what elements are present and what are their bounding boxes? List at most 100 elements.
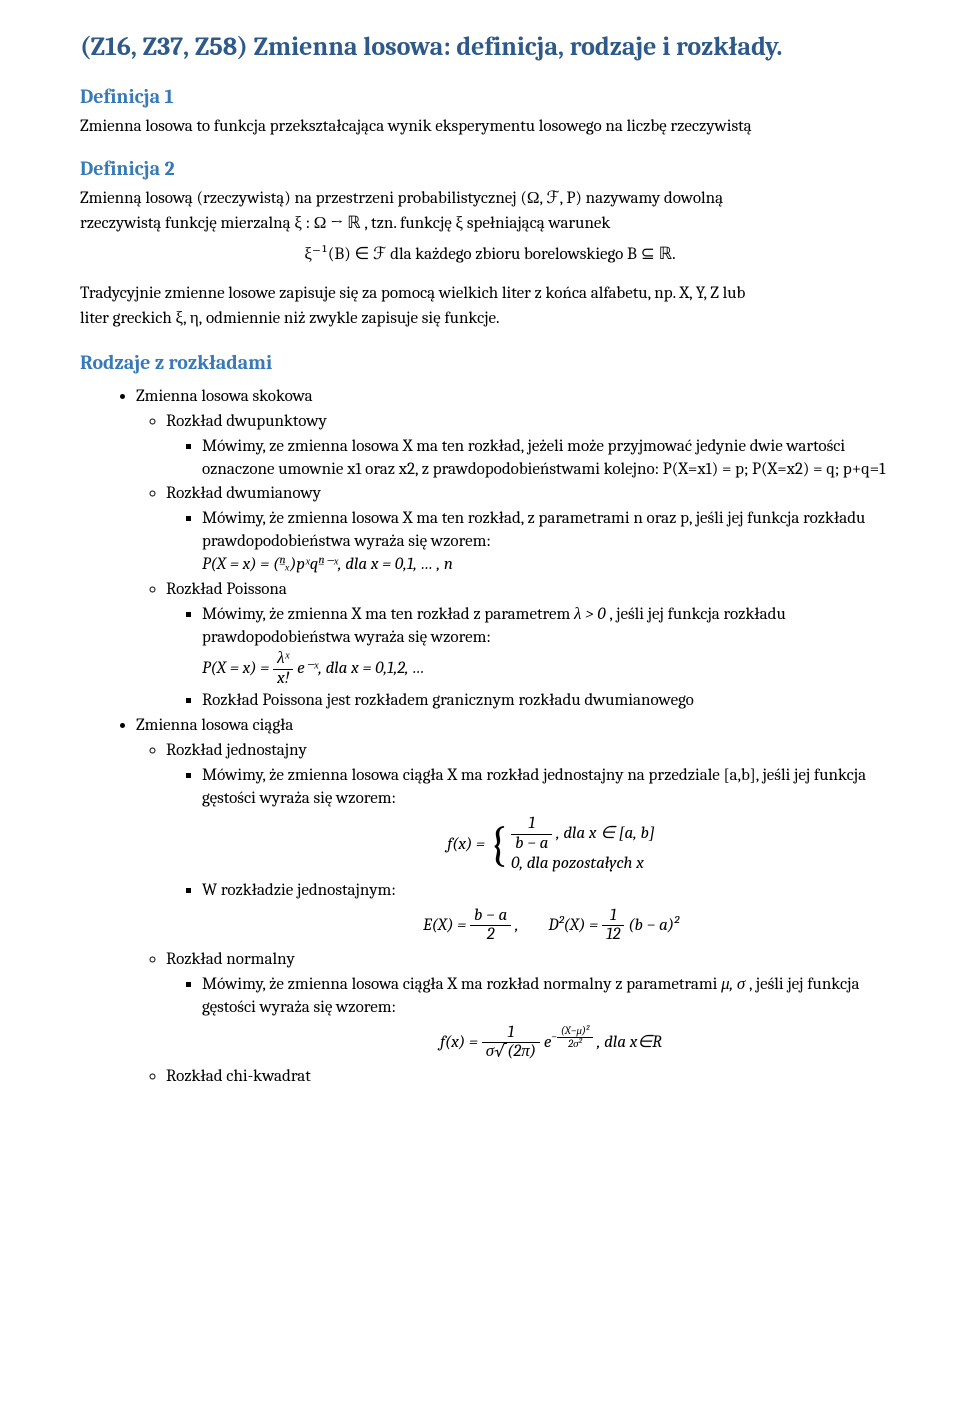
EX-comma: , [515,916,519,935]
normalny-fx: f(x) = [440,1033,482,1052]
definition-2-line-2: rzeczywistą funkcję mierzalną ξ : Ω → ℝ … [80,213,900,236]
sub-list-skokowa: Rozkład dwupunktowy Mówimy, ze zmienna l… [136,411,900,714]
xi-map-symbol: ξ : Ω → ℝ [294,214,360,233]
jednostajny-text-2: W rozkładzie jednostajnym: E(X) = b − a … [202,880,900,945]
jednostajny-formula: f(x) = { 1 b − a , dla x ∈ [a, b] [202,815,900,875]
xi-symbol: ξ [456,214,464,233]
li-normalny: Rozkład normalny Mówimy, że zmienna loso… [166,949,900,1062]
poissona-fx-left: P(X = x) = [202,659,273,678]
DX-right: (b − a)² [628,916,679,935]
li-ciagla: Zmienna losowa ciągła Rozkład jednostajn… [136,715,900,1089]
poissona-text-2: Rozkład Poissona jest rozkładem graniczn… [202,690,900,713]
normalny-frac: 1 σ√(2π) [482,1024,540,1062]
chi-label: Rozkład chi-kwadrat [166,1067,311,1086]
normalny-cond: , dla x∈R [597,1033,662,1052]
EX-left: E(X) = [423,916,470,935]
li-dwumianowy: Rozkład dwumianowy Mówimy, że zmienna lo… [166,483,900,577]
dwumianowy-label: Rozkład dwumianowy [166,484,321,503]
tradition-line-1: Tradycyjnie zmienne losowe zapisuje się … [80,283,900,306]
borel-text: dla każdego zbioru borelowskiego [390,245,627,264]
dwupunktowy-text: Mówimy, ze zmienna losowa X ma ten rozkł… [202,436,900,482]
trad2a: liter greckich [80,309,176,328]
li-skokowa: Zmienna losowa skokowa Rozkład dwupunkto… [136,386,900,714]
jednostajny-ed-formula: E(X) = b − a 2 , D²(X) = 1 [202,907,900,945]
jednostajny-label: Rozkład jednostajny [166,741,307,760]
jedno-case2: 0, dla pozostałych x [511,853,655,875]
jednostajny-desc2: W rozkładzie jednostajnym: [202,881,396,900]
leaf-dwumianowy: Mówimy, że zmienna losowa X ma ten rozkł… [166,508,900,577]
normalny-text-1: Mówimy, że zmienna losowa ciągła X ma ro… [202,974,900,1062]
DX-num: 1 [602,907,625,927]
definition-2-line-1: Zmienną losową (rzeczywistą) na przestrz… [80,188,900,211]
definition-2-heading: Definicja 2 [80,155,900,182]
trad1a: Tradycyjnie zmienne losowe zapisuje się … [80,284,679,303]
poissona-1a: Mówimy, że zmienna X ma ten rozkład z pa… [202,605,574,624]
li-poissona: Rozkład Poissona Mówimy, że zmienna X ma… [166,579,900,713]
def2-line2b: , tzn. funkcję [364,214,455,233]
sub-list-ciagla: Rozkład jednostajny Mówimy, że zmienna l… [136,740,900,1089]
EX-frac: b − a 2 [470,907,511,945]
def2-lead2: nazywamy dowolną [586,189,723,208]
normalny-1a: Mówimy, że zmienna losowa ciągła X ma ro… [202,975,721,994]
dwumianowy-formula: P(X = x) = (ⁿₓ)pˣqⁿ⁻ˣ, dla x = 0,1, … , … [202,555,453,574]
rodzaje-heading: Rodzaje z rozkładami [80,349,900,376]
jednostajny-fx: f(x) = [447,835,489,854]
normalny-exp-den: 2σ² [557,1038,593,1050]
poissona-lambda: λ > 0 [574,605,606,624]
leaf-dwupunktowy: Mówimy, ze zmienna losowa X ma ten rozkł… [166,436,900,482]
leaf-normalny: Mówimy, że zmienna losowa ciągła X ma ro… [166,974,900,1062]
ciagla-label: Zmienna losowa ciągła [136,716,293,735]
jedno-den: b − a [511,835,552,854]
b-subset-r: B ⊆ ℝ. [627,245,676,264]
borel-condition-block: ξ⁻¹(B) ∈ ℱ dla każdego zbioru borelowski… [80,244,900,267]
dwumianowy-desc: Mówimy, że zmienna losowa X ma ten rozkł… [202,509,865,551]
poissona-frac: λˣ x! [273,650,293,688]
li-jednostajny: Rozkład jednostajny Mówimy, że zmienna l… [166,740,900,945]
DX-den: 12 [602,926,625,945]
DX-left: D²(X) = [548,916,602,935]
normalny-num: 1 [482,1024,540,1044]
poissona-text-1: Mówimy, że zmienna X ma ten rozkład z pa… [202,604,900,688]
dwumianowy-text: Mówimy, że zmienna losowa X ma ten rozkł… [202,508,900,577]
li-chi: Rozkład chi-kwadrat [166,1066,900,1089]
xi-inverse-in-f: ξ⁻¹(B) ∈ ℱ [304,245,386,264]
poissona-num: λˣ [273,650,293,670]
page-title: (Z16, Z37, Z58) Zmienna losowa: definicj… [80,30,900,65]
DX-frac: 1 12 [602,907,625,945]
def2-line2a: rzeczywistą funkcję mierzalną [80,214,294,233]
xi-eta-symbol: ξ, η, [176,309,203,328]
definition-1-heading: Definicja 1 [80,83,900,110]
leaf-poissona: Mówimy, że zmienna X ma ten rozkład z pa… [166,604,900,713]
xyz-symbol: X, Y, Z [679,284,718,303]
normalny-label: Rozkład normalny [166,950,295,969]
normalny-den: σ√(2π) [482,1043,540,1062]
dwupunktowy-label: Rozkład dwupunktowy [166,412,327,431]
def2-lead1: Zmienną losową (rzeczywistą) na przestrz… [80,189,520,208]
normalny-exp-frac: (X−μ)²2σ² [557,1025,593,1050]
li-dwupunktowy: Rozkład dwupunktowy Mówimy, ze zmienna l… [166,411,900,482]
normalny-formula: f(x) = 1 σ√(2π) e−(X−μ)²2σ² , dla x∈R [202,1024,900,1062]
poissona-fx-right: e⁻ˣ, dla x = 0,1,2, … [297,659,424,678]
normalny-params: μ, σ [721,975,745,994]
EX-den: 2 [470,926,511,945]
prob-space-symbol: (Ω, ℱ, P) [520,189,581,208]
brace-icon: { [489,821,508,869]
jedno-cond1: , dla x ∈ [a, b] [556,824,655,843]
jednostajny-desc: Mówimy, że zmienna losowa ciągła X ma ro… [202,766,866,808]
leaf-jednostajny: Mówimy, że zmienna losowa ciągła X ma ro… [166,765,900,945]
jednostajny-text-1: Mówimy, że zmienna losowa ciągła X ma ro… [202,765,900,875]
document-page: (Z16, Z37, Z58) Zmienna losowa: definicj… [0,0,960,1137]
poissona-den: x! [273,670,293,689]
top-list: Zmienna losowa skokowa Rozkład dwupunkto… [80,386,900,1089]
trad1b: lub [723,284,746,303]
poissona-formula: P(X = x) = λˣ x! e⁻ˣ, dla x = 0,1,2, … [202,659,425,678]
jednostajny-frac: 1 b − a [511,815,552,853]
skokowa-label: Zmienna losowa skokowa [136,387,313,406]
def2-line2c: spełniającą warunek [467,214,610,233]
piecewise-stack: 1 b − a , dla x ∈ [a, b] 0, dla pozostał… [511,815,655,875]
poissona-label: Rozkład Poissona [166,580,287,599]
jedno-num: 1 [511,815,552,835]
EX-num: b − a [470,907,511,927]
trad2b: odmiennie niż zwykle zapisuje się funkcj… [206,309,500,328]
definition-1-text: Zmienna losowa to funkcja przekształcają… [80,116,900,139]
